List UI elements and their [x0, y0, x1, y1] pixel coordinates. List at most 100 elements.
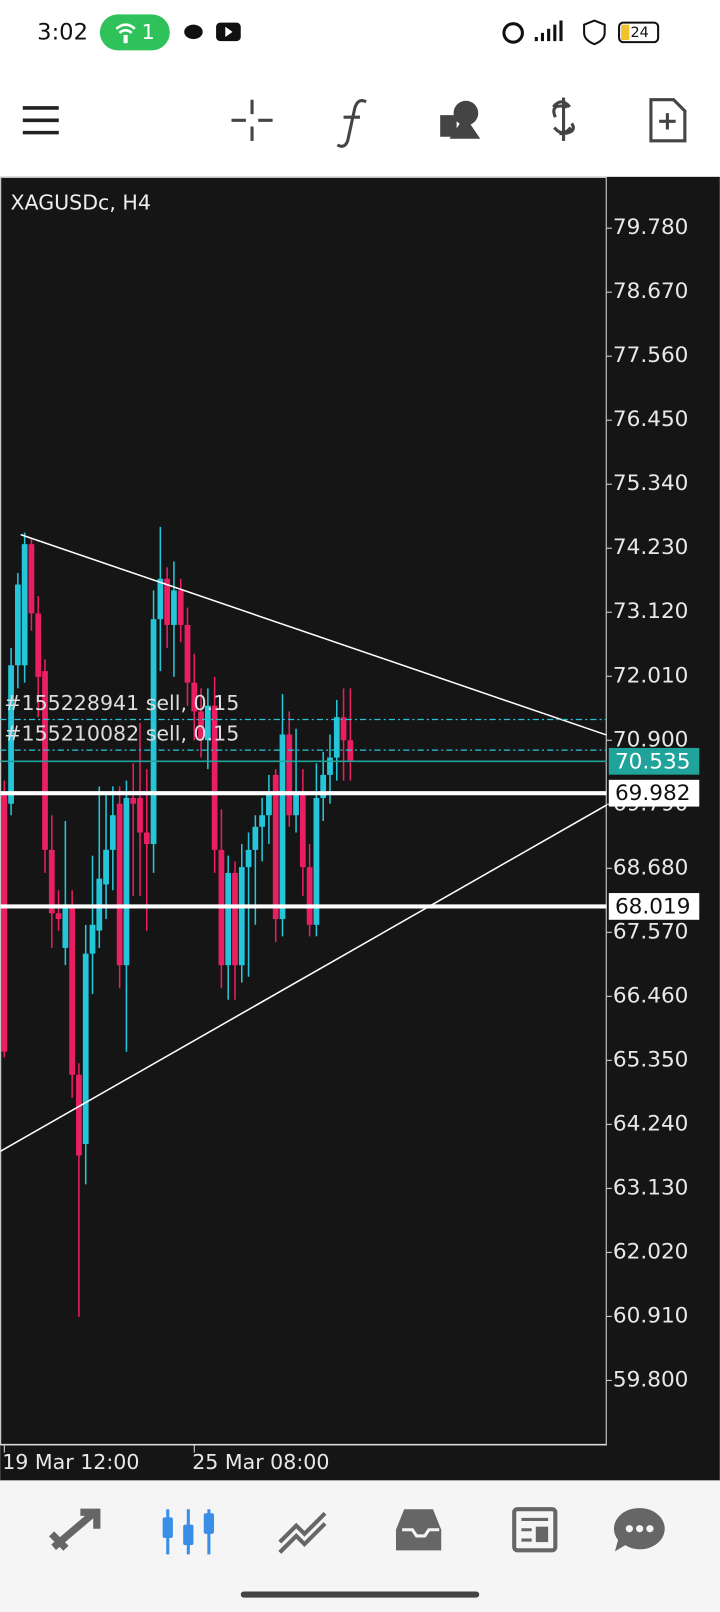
candle-body [21, 544, 28, 666]
candle-body [82, 953, 89, 1144]
trade-tab[interactable] [278, 1511, 327, 1554]
trade-button[interactable] [552, 97, 575, 141]
candle-body [109, 815, 116, 850]
new-order-icon [649, 98, 687, 143]
price-axis: 79.780 78.670 77.560 76.450 75.340 74.230 73.1… [606, 215, 700, 1392]
price-label: 69.982 [615, 781, 691, 806]
order-label: #155210082 sell, 0.15 [4, 722, 239, 746]
plot-area: #155228941 sell, 0.15 #155210082 sell, 0.… [0, 526, 607, 1317]
candle-body [89, 924, 96, 954]
candle-body [272, 774, 279, 920]
candle-body [177, 590, 184, 625]
y-tick-label: 75.340 [613, 471, 689, 496]
quotes-tab[interactable] [49, 1508, 101, 1551]
y-tick-label: 76.450 [613, 407, 689, 432]
candle-body [259, 815, 266, 827]
new-order-button[interactable] [649, 98, 687, 143]
candle-body [279, 734, 286, 920]
hotspot-count: 1 [142, 20, 155, 44]
battery-icon [618, 21, 660, 44]
y-tick-label: 78.670 [613, 279, 689, 304]
candle-body [299, 792, 306, 868]
candle-body [150, 619, 157, 845]
price-label-box [608, 747, 700, 775]
news-tab[interactable] [512, 1507, 558, 1553]
new-order-icon [659, 113, 676, 130]
menu-button[interactable] [22, 106, 59, 135]
candle-body [35, 613, 42, 677]
y-tick-label: 67.570 [613, 919, 689, 944]
candle-body [143, 832, 150, 845]
objects-icon [453, 100, 479, 126]
candle-body [14, 584, 21, 666]
candle-body [164, 578, 171, 625]
candle-body [333, 717, 340, 758]
news-icon [521, 1517, 549, 1542]
bottom-nav [0, 1480, 720, 1612]
y-tick-label: 79.780 [613, 215, 689, 240]
candle-body [55, 913, 62, 920]
objects-button[interactable] [440, 100, 481, 139]
chart-tab-icon [203, 1513, 215, 1534]
hotspot-icon [123, 34, 128, 44]
candle-body [42, 671, 48, 850]
candle-body [191, 682, 198, 712]
trade-tab-icon [278, 1511, 327, 1554]
history-tab[interactable] [395, 1509, 442, 1551]
y-tick-label: 68.680 [613, 855, 689, 880]
crosshair-button[interactable] [231, 99, 273, 141]
candle-body [123, 797, 130, 966]
chat-tab[interactable] [613, 1508, 665, 1552]
candle-body [347, 740, 354, 762]
candle-body [204, 705, 211, 741]
menu-icon [22, 106, 59, 135]
candle-body [245, 849, 252, 868]
battery-text: 24 [630, 25, 648, 41]
price-label: 70.535 [615, 749, 691, 774]
candle-body [320, 774, 327, 798]
candle-body [232, 872, 238, 966]
candle-body [8, 665, 14, 804]
candle-body [286, 734, 293, 816]
y-tick-label: 59.800 [613, 1367, 689, 1392]
y-tick-label: 64.240 [613, 1111, 689, 1136]
candle-body [130, 797, 137, 804]
trendline [0, 804, 607, 1153]
candle-body [62, 907, 69, 948]
candle-body [157, 578, 164, 620]
candle-body [211, 705, 218, 850]
candle-body [198, 711, 204, 741]
indicators-icon [336, 99, 367, 148]
news-icon [512, 1507, 558, 1553]
history-icon [395, 1509, 442, 1551]
candle-body [137, 797, 143, 833]
x-tick-label: 25 Mar 08:00 [192, 1450, 329, 1474]
candle-body [238, 867, 245, 966]
chart-tab[interactable] [162, 1509, 215, 1555]
quotes-icon [49, 1508, 101, 1551]
candle-body [76, 1074, 82, 1156]
y-tick-label: 65.350 [613, 1047, 689, 1072]
y-tick-label: 60.910 [613, 1303, 689, 1328]
alarm-icon [502, 22, 524, 44]
shield-icon [583, 19, 606, 46]
candle-body [116, 803, 123, 966]
y-tick-label: 77.560 [613, 343, 689, 368]
candle-body [306, 867, 313, 925]
candle-body [266, 792, 272, 816]
candle-body [171, 590, 177, 625]
objects-icon [449, 116, 481, 139]
price-label-box [608, 779, 700, 807]
candle-body [225, 872, 232, 966]
candle-body [313, 797, 320, 925]
history-icon [402, 1528, 440, 1538]
candle-body [293, 792, 299, 816]
y-tick-label: 74.230 [613, 535, 689, 560]
candle-body [103, 849, 109, 885]
crosshair-icon [231, 99, 273, 141]
video-icon [225, 26, 233, 38]
status-time: 3:02 [37, 19, 88, 45]
battery-level [621, 24, 630, 41]
indicators-button[interactable] [336, 99, 367, 148]
